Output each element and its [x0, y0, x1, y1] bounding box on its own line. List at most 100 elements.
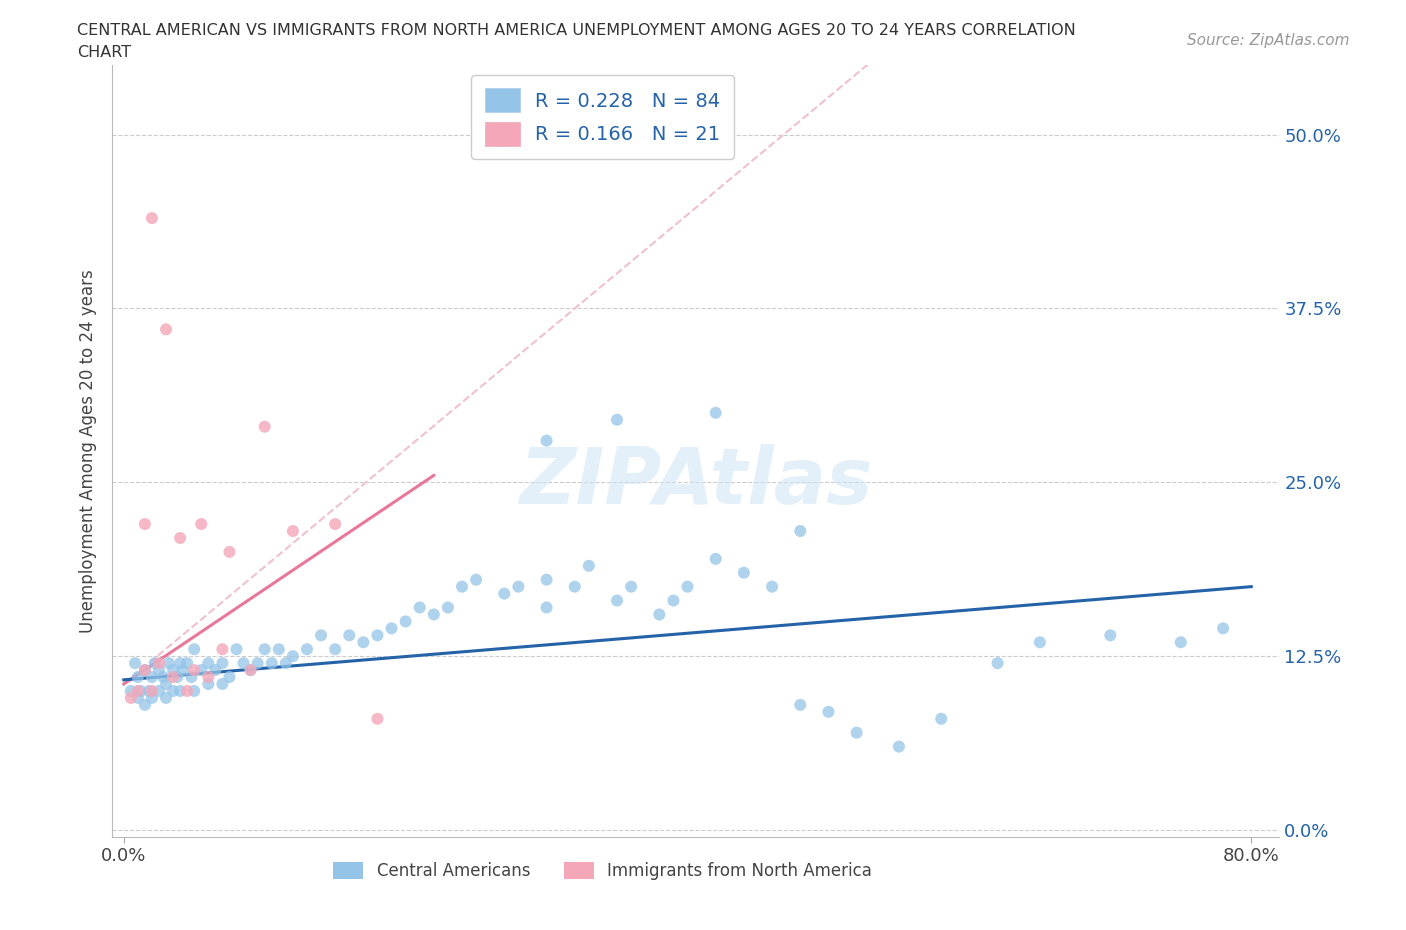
Point [148, 684, 170, 698]
Point [380, 621, 402, 636]
Point [267, 642, 290, 657]
Point [197, 676, 219, 691]
Point [352, 635, 374, 650]
Point [817, 704, 839, 719]
Point [1099, 628, 1122, 643]
Point [704, 551, 727, 566]
Point [148, 656, 170, 671]
Point [134, 517, 156, 532]
Point [929, 711, 952, 726]
Point [1029, 635, 1052, 650]
Point [987, 656, 1010, 671]
Point [508, 579, 530, 594]
Point [183, 684, 205, 698]
Point [733, 565, 755, 580]
Point [162, 663, 184, 678]
Point [281, 524, 304, 538]
Point [239, 663, 262, 678]
Point [127, 670, 149, 684]
Point [211, 676, 233, 691]
Point [141, 684, 163, 698]
Point [141, 211, 163, 226]
Point [578, 558, 600, 573]
Point [1212, 621, 1234, 636]
Point [253, 419, 276, 434]
Point [253, 642, 276, 657]
Point [120, 684, 142, 698]
Point [155, 676, 177, 691]
Point [789, 698, 811, 712]
Point [211, 656, 233, 671]
Point [564, 579, 586, 594]
Point [211, 642, 233, 657]
Point [218, 670, 240, 684]
Point [141, 670, 163, 684]
Point [536, 572, 558, 587]
Point [138, 684, 160, 698]
Point [124, 656, 146, 671]
Point [337, 628, 360, 643]
Point [166, 670, 188, 684]
Point [536, 433, 558, 448]
Point [155, 690, 177, 705]
Point [148, 663, 170, 678]
Text: CHART: CHART [77, 45, 131, 60]
Point [172, 663, 194, 678]
Point [162, 670, 184, 684]
Point [648, 607, 671, 622]
Y-axis label: Unemployment Among Ages 20 to 24 years: Unemployment Among Ages 20 to 24 years [79, 269, 97, 633]
Point [143, 656, 166, 671]
Point [465, 572, 488, 587]
Point [606, 412, 628, 427]
Point [260, 656, 283, 671]
Point [845, 725, 868, 740]
Point [274, 656, 297, 671]
Text: CENTRAL AMERICAN VS IMMIGRANTS FROM NORTH AMERICA UNEMPLOYMENT AMONG AGES 20 TO : CENTRAL AMERICAN VS IMMIGRANTS FROM NORT… [77, 23, 1076, 38]
Point [134, 698, 156, 712]
Point [620, 579, 643, 594]
Point [169, 530, 191, 545]
Point [704, 405, 727, 420]
Point [662, 593, 685, 608]
Legend: Central Americans, Immigrants from North America: Central Americans, Immigrants from North… [326, 855, 879, 886]
Point [232, 656, 254, 671]
Point [676, 579, 699, 594]
Point [197, 670, 219, 684]
Point [169, 684, 191, 698]
Point [176, 684, 198, 698]
Point [323, 517, 346, 532]
Point [141, 690, 163, 705]
Point [1170, 635, 1192, 650]
Point [204, 663, 226, 678]
Point [169, 656, 191, 671]
Point [197, 656, 219, 671]
Point [366, 628, 388, 643]
Point [366, 711, 388, 726]
Point [246, 656, 269, 671]
Point [451, 579, 474, 594]
Point [134, 663, 156, 678]
Point [127, 684, 149, 698]
Point [218, 544, 240, 559]
Point [281, 649, 304, 664]
Point [180, 670, 202, 684]
Point [309, 628, 332, 643]
Point [239, 663, 262, 678]
Point [395, 614, 418, 629]
Text: ZIPAtlas: ZIPAtlas [519, 444, 873, 520]
Point [176, 656, 198, 671]
Point [190, 517, 212, 532]
Point [789, 524, 811, 538]
Point [183, 642, 205, 657]
Point [152, 670, 174, 684]
Point [157, 656, 180, 671]
Point [134, 663, 156, 678]
Point [127, 690, 149, 705]
Point [423, 607, 446, 622]
Point [295, 642, 318, 657]
Point [225, 642, 247, 657]
Point [323, 642, 346, 657]
Point [120, 690, 142, 705]
Point [606, 593, 628, 608]
Point [155, 322, 177, 337]
